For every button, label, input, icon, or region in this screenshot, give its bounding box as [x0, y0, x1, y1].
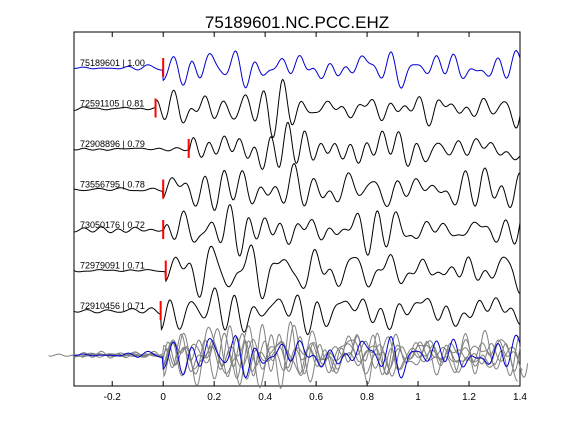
trace-line-73556795	[73, 163, 521, 211]
x-tick-label: 1.4	[513, 392, 527, 403]
x-tick-label: 0.8	[360, 392, 374, 403]
x-tick-label: 1	[415, 392, 421, 403]
trace-line-72910456	[73, 287, 521, 336]
trace-label-75189601: 75189601 | 1.00	[80, 58, 145, 68]
x-tick-label: -0.2	[104, 392, 122, 403]
stack-line-75189601	[74, 334, 521, 379]
x-tick-label: 0.2	[207, 392, 221, 403]
x-tick-label: 0.4	[258, 392, 272, 403]
trace-line-72908896	[73, 121, 521, 171]
x-tick-label: 0	[160, 392, 166, 403]
trace-label-72910456: 72910456 | 0.71	[80, 301, 145, 311]
chart-title: 75189601.NC.PCC.EHZ	[205, 13, 389, 32]
trace-line-73050176	[74, 203, 521, 257]
trace-line-72979091	[73, 244, 521, 300]
x-tick-label: 1.2	[462, 392, 476, 403]
trace-group: 75189601 | 1.00 72591105 | 0.81 72908896 |…	[73, 50, 521, 336]
stack-overlay-group	[48, 320, 529, 390]
plot-frame	[73, 31, 521, 387]
trace-label-73556795: 73556795 | 0.78	[80, 180, 145, 190]
stack-line-73556795	[73, 324, 521, 380]
x-axis: -0.2 0 0.2 0.4 0.6 0.8 1 1.2 1.4	[104, 32, 527, 403]
trace-label-72979091: 72979091 | 0.71	[80, 261, 145, 271]
trace-line-72591105	[73, 78, 521, 139]
trace-line-75189601	[73, 50, 521, 89]
trace-label-73050176: 73050176 | 0.72	[80, 220, 145, 230]
trace-label-72908896: 72908896 | 0.79	[80, 139, 145, 149]
trace-label-72591105: 72591105 | 0.81	[80, 99, 144, 109]
x-tick-label: 0.6	[309, 392, 323, 403]
